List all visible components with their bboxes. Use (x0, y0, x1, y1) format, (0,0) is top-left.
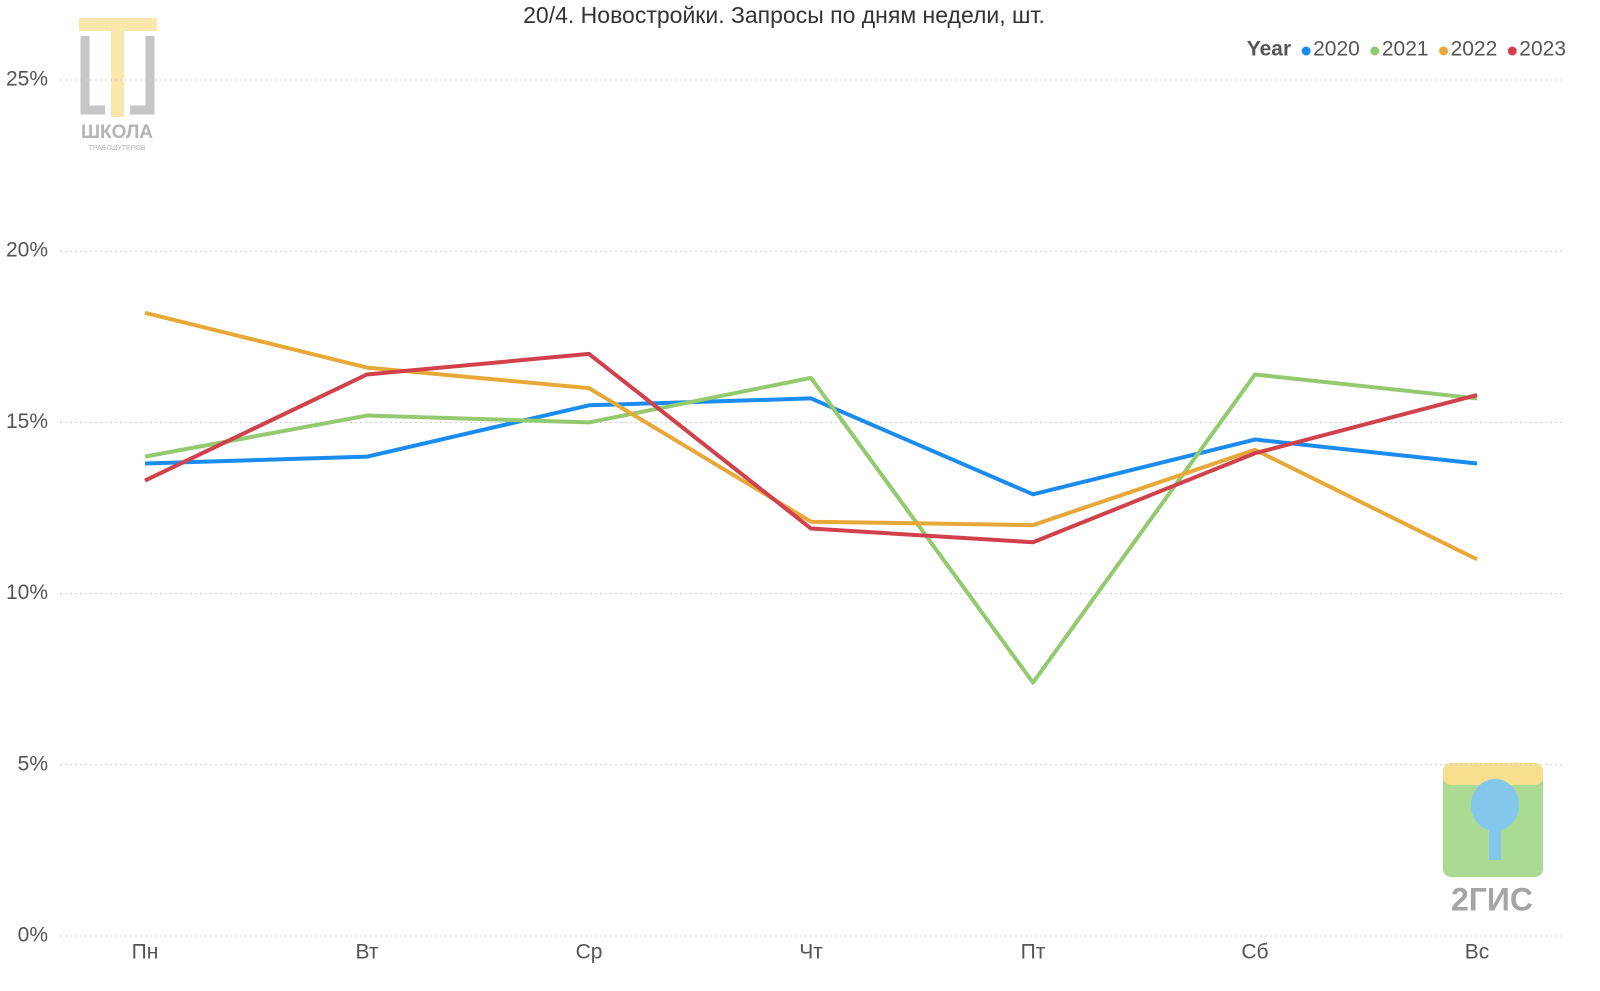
y-tick-label: 15% (6, 410, 48, 433)
legend-label: 2021 (1382, 38, 1429, 61)
legend-marker (1507, 46, 1517, 56)
x-tick-label: Вс (1465, 941, 1490, 964)
x-tick-label: Сб (1241, 941, 1268, 964)
line-series (144, 372, 1478, 685)
logo-text: ШКОЛА (81, 122, 153, 143)
x-tick-label: Ср (576, 941, 603, 964)
legend: Year 2020 2021 2022 2023 (1247, 38, 1566, 61)
line-series (144, 396, 1478, 497)
school-logo: ШКОЛА ТРАБЛШУТЕРОВ (79, 18, 157, 152)
legend-marker (1370, 46, 1380, 56)
line-series (144, 351, 1478, 545)
legend-label: 2022 (1451, 38, 1498, 61)
x-tick-label: Чт (799, 941, 823, 964)
legend-marker (1301, 46, 1311, 56)
legend-marker (1439, 46, 1449, 56)
y-tick-label: 0% (18, 924, 48, 947)
legend-label: 2020 (1313, 38, 1360, 61)
x-tick-label: Пт (1021, 941, 1046, 964)
chart-title: 20/4. Новостройки. Запросы по дням недел… (523, 2, 1045, 28)
x-tick-label: Вт (356, 941, 379, 964)
y-tick-label: 25% (6, 68, 48, 91)
gis-logo: 2ГИС (1443, 763, 1543, 917)
y-tick-label: 20% (6, 239, 48, 262)
logo-subtext: ТРАБЛШУТЕРОВ (89, 145, 146, 152)
logo-text: 2ГИС (1451, 881, 1533, 917)
y-tick-label: 10% (6, 581, 48, 604)
line-series (144, 310, 1478, 562)
legend-title: Year (1247, 38, 1291, 61)
y-tick-label: 5% (18, 752, 48, 775)
legend-label: 2023 (1519, 38, 1566, 61)
x-tick-label: Пн (132, 941, 159, 964)
